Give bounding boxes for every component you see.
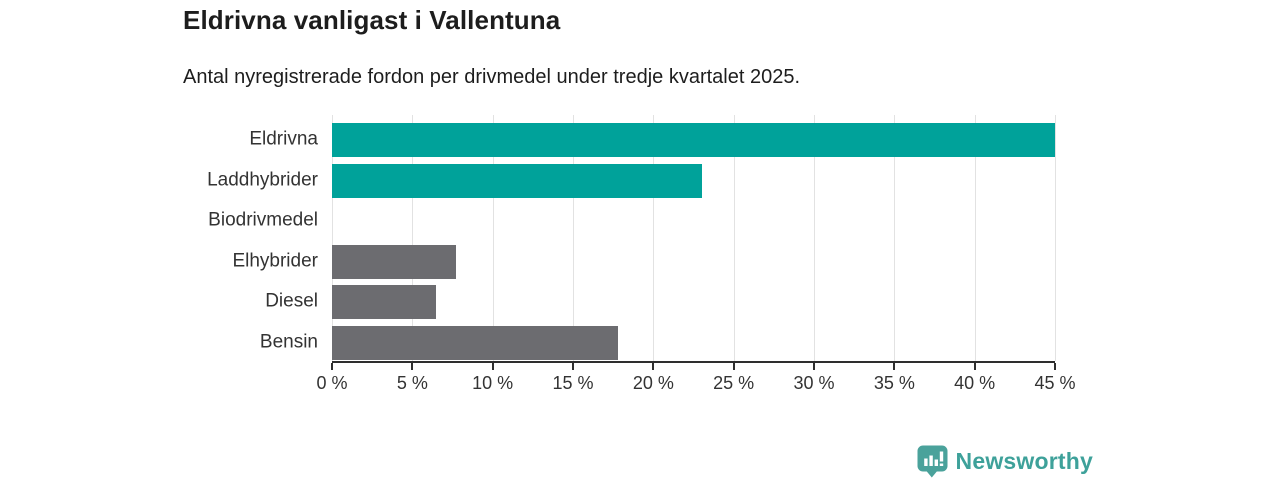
x-axis-tick-label: 30 % [793,373,835,393]
x-axis-tick-label: 35 % [873,373,915,393]
x-axis-tick [652,363,655,370]
chart-title: Eldrivna vanligast i Vallentuna [183,5,561,35]
chart-subtitle: Antal nyregistrerade fordon per drivmede… [183,66,801,88]
gridline [733,115,735,361]
newsworthy-bubble-chart-icon [917,445,948,478]
newsworthy-logo: Newsworthy [917,445,1093,478]
y-axis-category-labels: Eldrivna Laddhybrider Biodrivmedel Elhybrid… [0,115,318,363]
x-axis-tick [331,363,333,370]
bar-laddhybrider [332,163,702,198]
bar-elhybrider [332,244,456,279]
x-axis-tick [572,363,574,370]
gridline [492,115,494,361]
x-axis-tick [813,363,815,370]
x-axis-tick [973,363,976,370]
x-axis-tick-label: 10 % [472,373,514,393]
x-axis-tick-label: 0 % [316,373,348,393]
x-axis-tick-label: 15 % [552,373,594,393]
bar-diesel [332,285,437,320]
gridline [974,115,976,361]
x-axis-tick [1054,363,1056,370]
gridline [573,115,574,361]
gridline [894,115,896,361]
x-axis-tick-label: 5 % [396,373,428,393]
x-axis-tick-label: 20 % [632,373,674,393]
x-axis-tick [732,363,735,370]
x-axis-tick [411,363,414,370]
gridline [412,115,414,361]
bar-eldrivna [332,123,1055,157]
newsworthy-wordmark: Newsworthy [955,448,1093,474]
x-axis-tick-label: 25 % [713,373,755,393]
category-label-biodrivmedel: Biodrivmedel [208,209,318,231]
category-label-elhybrider: Elhybrider [232,250,318,272]
x-axis-tick [893,363,896,370]
x-axis-tick-label: 45 % [1034,373,1076,393]
plot-area [332,115,1056,363]
category-label-eldrivna: Eldrivna [249,128,318,150]
gridline [1055,115,1056,361]
gridline [814,115,815,361]
x-axis-tick-label: 40 % [954,373,996,393]
bar-bensin [332,326,618,360]
gridline [332,115,333,361]
x-axis-tick [491,363,494,370]
gridline [653,115,655,361]
category-label-laddhybrider: Laddhybrider [207,169,318,191]
category-label-bensin: Bensin [259,331,318,353]
category-label-diesel: Diesel [265,290,318,312]
